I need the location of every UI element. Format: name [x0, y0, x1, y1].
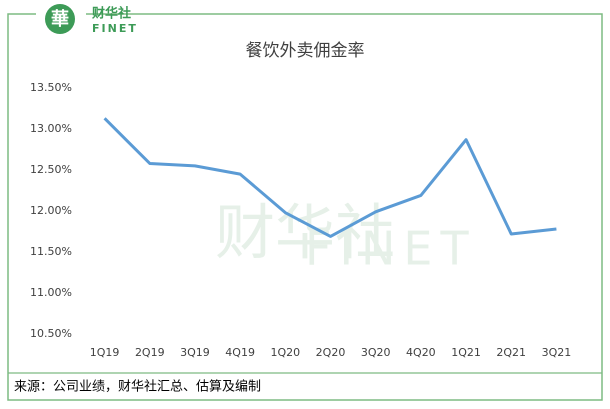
- logo-mark: [45, 4, 75, 34]
- line: [103, 117, 557, 238]
- x-tick-label: 2Q21: [496, 346, 526, 359]
- watermark: FINET: [305, 222, 477, 276]
- chart-title: 餐饮外卖佣金率: [246, 41, 365, 61]
- x-tick-label: 4Q20: [406, 346, 436, 359]
- x-tick-label: 3Q20: [361, 346, 391, 359]
- source-note: 来源：公司业绩，财华社汇总、估算及编制: [14, 379, 261, 395]
- x-tick-label: 1Q20: [270, 346, 300, 359]
- x-tick-label: 1Q19: [90, 346, 120, 359]
- y-tick-label: 12.50%: [30, 163, 72, 176]
- watermark: 财华社: [215, 199, 395, 269]
- y-tick-label: 10.50%: [30, 327, 72, 340]
- y-tick-label: 13.00%: [30, 122, 72, 135]
- logo-sub: FINET: [92, 22, 138, 35]
- y-tick-label: 11.50%: [30, 245, 72, 258]
- frame: [7, 13, 603, 401]
- x-tick-label: 3Q21: [542, 346, 572, 359]
- x-tick-label: 3Q19: [180, 346, 210, 359]
- x-tick-label: 2Q19: [135, 346, 165, 359]
- logo-name: 财华社: [92, 6, 131, 22]
- x-tick-label: 1Q21: [451, 346, 481, 359]
- logo-glyph: 華: [51, 8, 69, 30]
- x-tick-label: 2Q20: [316, 346, 346, 359]
- y-tick-label: 12.00%: [30, 204, 72, 217]
- y-tick-label: 11.00%: [30, 286, 72, 299]
- y-tick-label: 13.50%: [30, 81, 72, 94]
- x-tick-label: 4Q19: [225, 346, 255, 359]
